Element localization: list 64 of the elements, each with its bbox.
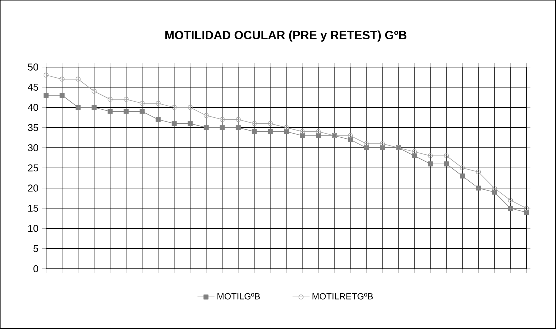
- y-tick-label: 25: [28, 164, 38, 172]
- y-tick-label: 40: [28, 104, 38, 112]
- point: [300, 129, 305, 134]
- point: [60, 76, 65, 82]
- point: [508, 198, 514, 203]
- y-tick-label: 30: [28, 144, 38, 152]
- point: [236, 117, 241, 122]
- point: [92, 105, 97, 110]
- point: [460, 166, 466, 170]
- point: [284, 125, 289, 130]
- point: [508, 206, 514, 211]
- chart-title: MOTILIDAD OCULAR (PRE y RETEST) GºB: [166, 30, 407, 42]
- point: [172, 121, 177, 126]
- point: [348, 133, 354, 138]
- point: [124, 109, 129, 114]
- point: [444, 153, 450, 158]
- point: [268, 129, 273, 134]
- point: [236, 125, 241, 130]
- point: [220, 125, 225, 130]
- point: [76, 76, 81, 82]
- point: [252, 121, 257, 126]
- point: [316, 129, 321, 134]
- point: [524, 210, 530, 215]
- point: [140, 109, 145, 114]
- point: [60, 92, 65, 98]
- y-tick-label: 45: [28, 84, 38, 91]
- point: [428, 153, 434, 158]
- y-tick-label: 50: [28, 64, 38, 71]
- y-tick-label: 15: [28, 204, 38, 212]
- y-tick-label: 10: [28, 224, 38, 232]
- y-tick-label: 5: [34, 245, 38, 252]
- point: [476, 170, 482, 175]
- legend-label: MOTILGºB: [218, 293, 260, 300]
- point: [108, 96, 113, 102]
- point: [444, 161, 450, 166]
- point: [428, 161, 434, 166]
- y-tick-label: 0: [34, 265, 38, 272]
- point: [172, 105, 177, 110]
- point: [412, 153, 418, 158]
- point: [252, 129, 257, 134]
- point: [476, 186, 482, 191]
- point: [188, 105, 193, 110]
- point: [92, 88, 97, 94]
- point: [268, 121, 273, 126]
- point: [380, 141, 386, 146]
- y-tick-label: 35: [28, 124, 38, 132]
- legend-label: MOTILRETGºB: [312, 293, 374, 300]
- point: [492, 190, 498, 195]
- point: [492, 186, 498, 191]
- point: [156, 117, 161, 122]
- point: [76, 105, 81, 110]
- y-tick-label: 20: [28, 184, 38, 192]
- point: [156, 100, 161, 106]
- point: [204, 113, 209, 118]
- point: [188, 121, 193, 126]
- point: [364, 141, 370, 146]
- point: [140, 100, 145, 106]
- point: [460, 174, 466, 179]
- point: [412, 149, 418, 154]
- point: [204, 125, 209, 130]
- point: [220, 117, 225, 122]
- point: [108, 109, 113, 114]
- point: [124, 96, 129, 102]
- point: [44, 92, 49, 98]
